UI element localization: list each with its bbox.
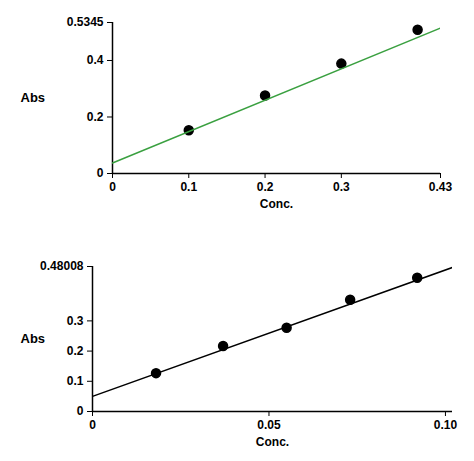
svg-text:0.4: 0.4 [87,53,104,67]
svg-text:Abs: Abs [21,90,46,105]
svg-text:0: 0 [97,166,104,180]
svg-text:0.10: 0.10 [434,418,458,432]
svg-text:0.1: 0.1 [180,180,197,194]
svg-text:0.2: 0.2 [87,110,104,124]
svg-text:0: 0 [89,418,96,432]
svg-text:Abs: Abs [21,331,46,346]
svg-text:0.48008: 0.48008 [40,259,84,273]
svg-text:0.05: 0.05 [257,418,281,432]
svg-text:0.2: 0.2 [67,344,84,358]
svg-text:Conc.: Conc. [260,197,293,211]
svg-text:0.1: 0.1 [67,374,84,388]
svg-text:0.3: 0.3 [333,180,350,194]
svg-text:0.3: 0.3 [67,314,84,328]
svg-text:0: 0 [77,404,84,418]
svg-text:0: 0 [109,180,116,194]
svg-text:0.2: 0.2 [257,180,274,194]
svg-text:0.5345: 0.5345 [67,15,104,29]
svg-text:0.43: 0.43 [429,180,453,194]
svg-text:Conc.: Conc. [256,435,289,449]
